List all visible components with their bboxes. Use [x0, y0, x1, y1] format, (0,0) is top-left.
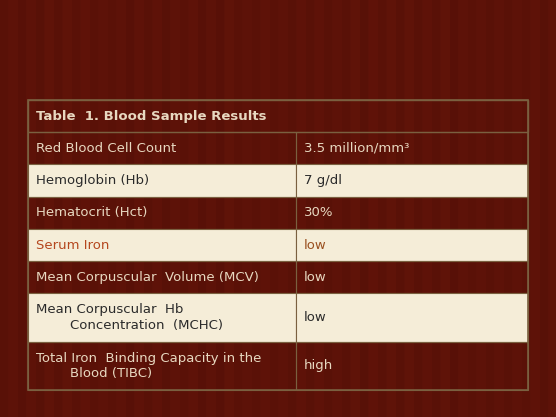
Bar	[279, 0, 288, 417]
Bar	[369, 0, 378, 417]
Bar	[441, 0, 450, 417]
Bar	[171, 0, 180, 417]
Text: high: high	[304, 359, 332, 372]
Bar	[513, 0, 522, 417]
Bar	[295, 342, 528, 390]
Text: 30%: 30%	[304, 206, 333, 219]
Bar	[459, 0, 468, 417]
Bar	[153, 0, 162, 417]
Text: Total Iron  Binding Capacity in the
        Blood (TIBC): Total Iron Binding Capacity in the Blood…	[36, 352, 261, 380]
Bar	[28, 100, 528, 390]
Bar	[18, 0, 26, 417]
Bar	[504, 0, 512, 417]
Text: Red Blood Cell Count: Red Blood Cell Count	[36, 142, 176, 155]
Bar	[9, 0, 18, 417]
Bar	[468, 0, 476, 417]
Bar	[135, 0, 144, 417]
Bar	[522, 0, 530, 417]
Bar	[28, 132, 295, 164]
Bar	[324, 0, 332, 417]
Bar	[108, 0, 116, 417]
Bar	[378, 0, 386, 417]
Bar	[243, 0, 252, 417]
Text: 7 g/dl: 7 g/dl	[304, 174, 341, 187]
Bar	[28, 197, 295, 229]
Bar	[549, 0, 556, 417]
Bar	[351, 0, 360, 417]
Bar	[486, 0, 494, 417]
Bar	[414, 0, 422, 417]
Bar	[432, 0, 440, 417]
Bar	[261, 0, 270, 417]
Bar	[225, 0, 234, 417]
Text: Mean Corpuscular  Hb
        Concentration  (MCHC): Mean Corpuscular Hb Concentration (MCHC)	[36, 304, 223, 332]
Bar	[295, 229, 528, 261]
Bar	[198, 0, 206, 417]
Bar	[252, 0, 260, 417]
Bar	[45, 0, 54, 417]
Bar	[180, 0, 188, 417]
Bar	[295, 293, 528, 342]
Bar	[342, 0, 350, 417]
Bar	[28, 229, 295, 261]
Bar	[54, 0, 62, 417]
Text: Serum Iron: Serum Iron	[36, 239, 110, 251]
Bar	[162, 0, 170, 417]
Bar	[28, 164, 295, 197]
Bar	[28, 342, 295, 390]
Bar	[360, 0, 368, 417]
Bar	[540, 0, 548, 417]
Bar	[99, 0, 108, 417]
Bar	[333, 0, 342, 417]
Text: 3.5 million/mm³: 3.5 million/mm³	[304, 142, 409, 155]
Text: Hematocrit (Hct): Hematocrit (Hct)	[36, 206, 147, 219]
Bar	[36, 0, 44, 417]
Bar	[189, 0, 198, 417]
Bar	[234, 0, 242, 417]
Bar	[477, 0, 486, 417]
Bar	[423, 0, 432, 417]
Bar	[306, 0, 314, 417]
Bar	[72, 0, 80, 417]
Bar	[531, 0, 540, 417]
Bar	[405, 0, 414, 417]
Bar	[295, 164, 528, 197]
Bar	[387, 0, 396, 417]
Bar	[207, 0, 216, 417]
Bar	[0, 0, 8, 417]
Bar	[28, 293, 295, 342]
Bar	[81, 0, 90, 417]
Bar	[295, 132, 528, 164]
Bar	[495, 0, 504, 417]
Bar	[450, 0, 458, 417]
Text: low: low	[304, 239, 326, 251]
Bar	[270, 0, 278, 417]
Bar	[295, 261, 528, 293]
Bar	[27, 0, 36, 417]
Bar	[126, 0, 134, 417]
Text: Table  1. Blood Sample Results: Table 1. Blood Sample Results	[36, 110, 266, 123]
Text: low: low	[304, 271, 326, 284]
Text: Hemoglobin (Hb): Hemoglobin (Hb)	[36, 174, 149, 187]
Bar	[28, 100, 528, 132]
Bar	[297, 0, 306, 417]
Text: Mean Corpuscular  Volume (MCV): Mean Corpuscular Volume (MCV)	[36, 271, 259, 284]
Text: low: low	[304, 311, 326, 324]
Bar	[144, 0, 152, 417]
Bar	[28, 261, 295, 293]
Bar	[117, 0, 126, 417]
Bar	[216, 0, 224, 417]
Bar	[396, 0, 404, 417]
Bar	[63, 0, 72, 417]
Bar	[295, 197, 528, 229]
Bar	[90, 0, 98, 417]
Bar	[315, 0, 324, 417]
Bar	[288, 0, 296, 417]
